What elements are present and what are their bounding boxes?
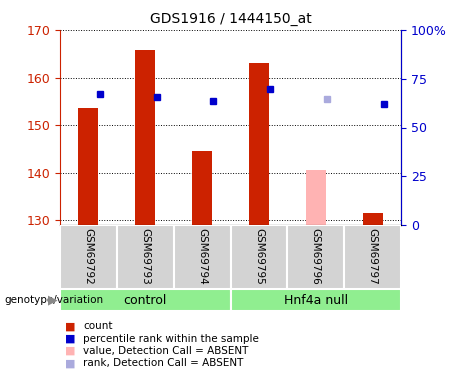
Bar bbox=[174, 225, 230, 289]
Text: GSM69795: GSM69795 bbox=[254, 228, 264, 285]
Bar bbox=[344, 225, 401, 289]
Text: genotype/variation: genotype/variation bbox=[5, 295, 104, 305]
Title: GDS1916 / 1444150_at: GDS1916 / 1444150_at bbox=[150, 12, 311, 26]
Bar bbox=[230, 225, 287, 289]
Text: rank, Detection Call = ABSENT: rank, Detection Call = ABSENT bbox=[83, 358, 243, 368]
Bar bbox=[192, 151, 212, 225]
Bar bbox=[249, 63, 269, 225]
Bar bbox=[60, 225, 117, 289]
Bar bbox=[117, 225, 174, 289]
Text: ▶: ▶ bbox=[48, 294, 58, 306]
Text: GSM69796: GSM69796 bbox=[311, 228, 321, 285]
Bar bbox=[230, 289, 401, 311]
Text: control: control bbox=[124, 294, 167, 306]
Bar bbox=[287, 225, 344, 289]
Text: count: count bbox=[83, 321, 112, 331]
Text: GSM69792: GSM69792 bbox=[83, 228, 94, 285]
Text: GSM69794: GSM69794 bbox=[197, 228, 207, 285]
Bar bbox=[363, 213, 383, 225]
Bar bbox=[60, 289, 230, 311]
Text: ■: ■ bbox=[65, 346, 75, 356]
Text: GSM69797: GSM69797 bbox=[367, 228, 378, 285]
Text: Hnf4a null: Hnf4a null bbox=[284, 294, 348, 306]
Text: ■: ■ bbox=[65, 358, 75, 368]
Text: GSM69793: GSM69793 bbox=[140, 228, 150, 285]
Text: ■: ■ bbox=[65, 321, 75, 331]
Bar bbox=[306, 170, 326, 225]
Text: percentile rank within the sample: percentile rank within the sample bbox=[83, 334, 259, 344]
Bar bbox=[135, 50, 155, 225]
Bar bbox=[78, 108, 98, 225]
Text: ■: ■ bbox=[65, 334, 75, 344]
Text: value, Detection Call = ABSENT: value, Detection Call = ABSENT bbox=[83, 346, 248, 356]
